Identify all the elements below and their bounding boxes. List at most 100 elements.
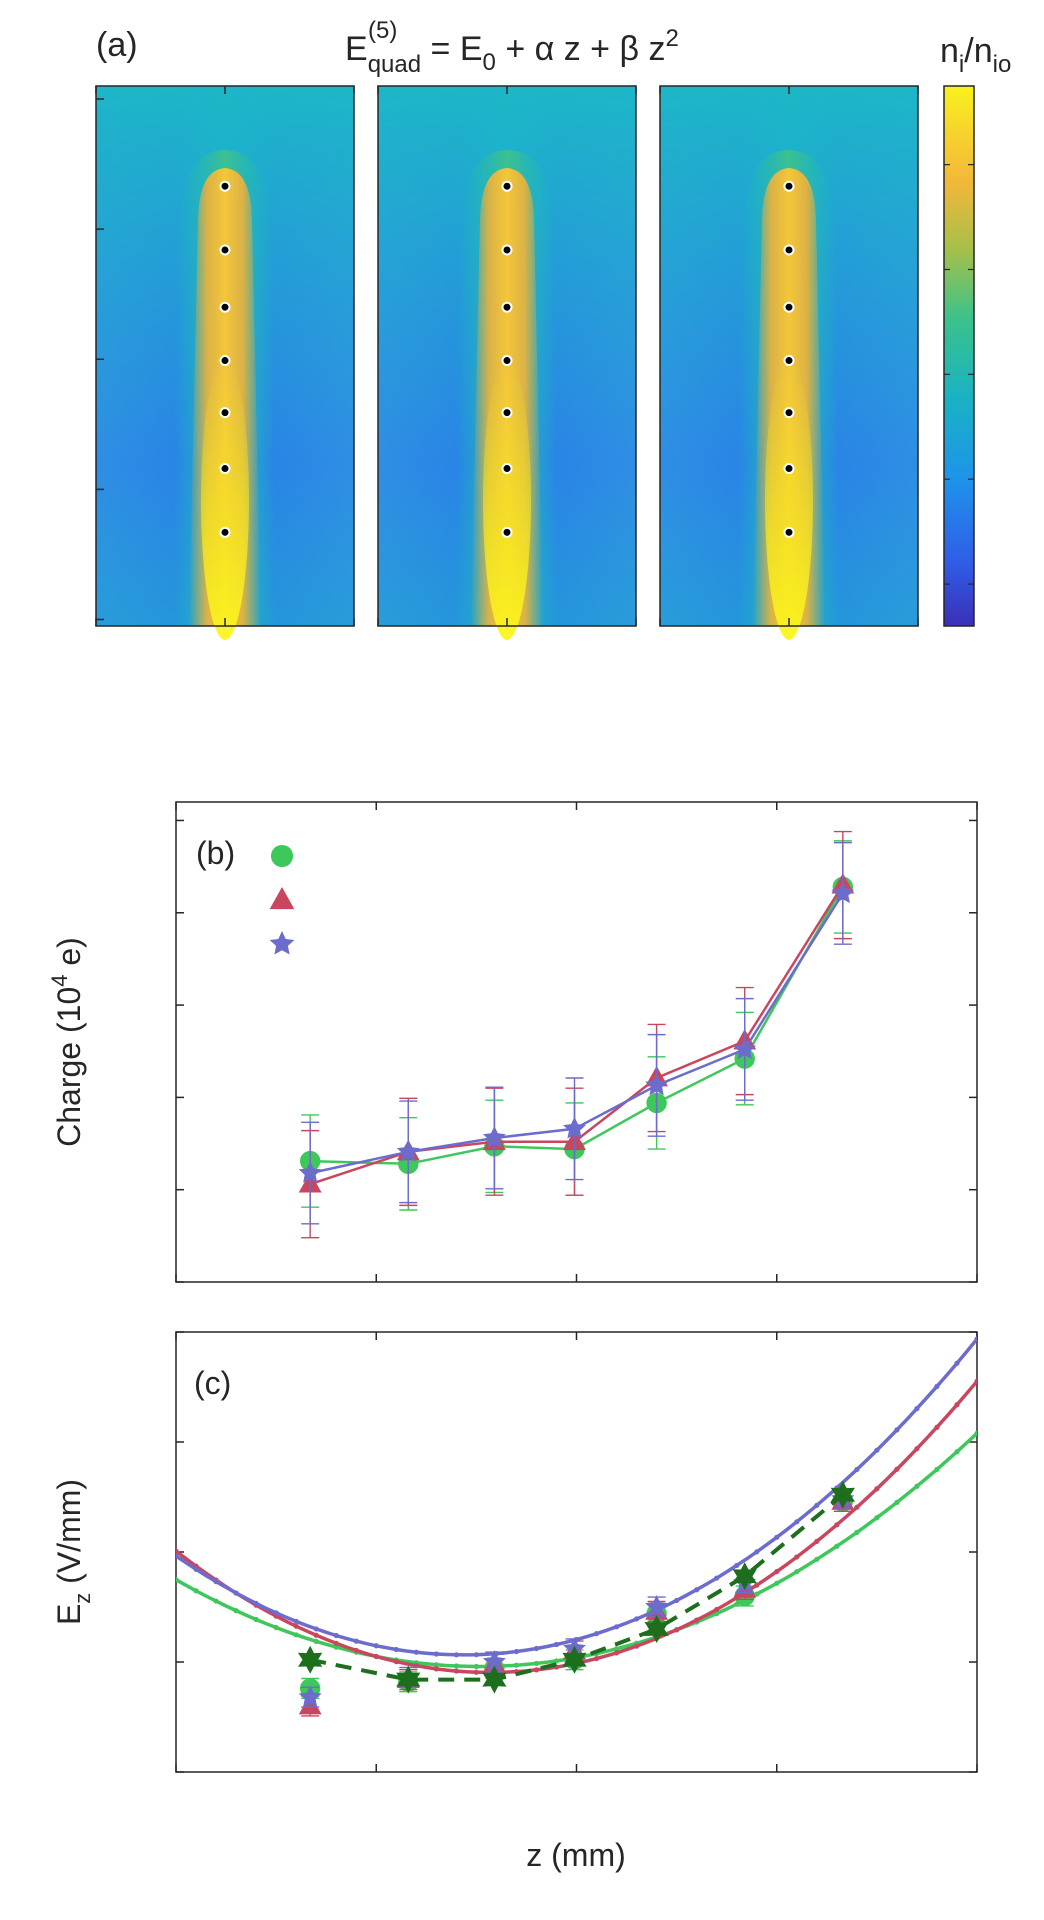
- fit-curve-dot: [593, 1655, 600, 1662]
- fit-curve-dot: [233, 1590, 239, 1596]
- fit-curve-dot: [313, 1632, 319, 1638]
- data-point: [482, 1665, 507, 1694]
- fit-curve-dot: [613, 1650, 620, 1656]
- eq-superscript: (5): [368, 17, 397, 44]
- fit-curve-dot: [894, 1499, 900, 1505]
- data-point: [563, 1116, 586, 1139]
- fit-curve-dot: [694, 1617, 700, 1623]
- b-ylabel-end: e): [51, 937, 87, 974]
- fit-curve-dot: [373, 1653, 379, 1660]
- fit-curve-dot: [954, 1402, 960, 1408]
- fit-curve-dot: [633, 1616, 640, 1622]
- plot-c-frame: [175, 1331, 978, 1773]
- data-point: [830, 1480, 855, 1509]
- fit-curve-dot: [874, 1515, 880, 1521]
- fit-curve-dot: [393, 1646, 399, 1653]
- fit-curve-dot: [914, 1483, 920, 1489]
- measurement-point: [501, 355, 513, 367]
- fit-curve-dot: [794, 1554, 800, 1560]
- cbar-sub1: i: [959, 51, 964, 78]
- cbar-sub2: io: [993, 51, 1012, 78]
- fit-curve-dot: [393, 1659, 399, 1665]
- data-point: [483, 1650, 506, 1672]
- fit-curve-dot: [794, 1569, 800, 1575]
- measurement-point: [783, 407, 795, 419]
- fit-curve-dot: [293, 1623, 299, 1629]
- fit-curve-dot: [874, 1447, 880, 1453]
- fit-curve-dot: [353, 1647, 359, 1653]
- fit-curve-dot: [854, 1466, 860, 1473]
- cbar-mid: /n: [964, 32, 992, 70]
- fit-curve-dot: [754, 1591, 760, 1597]
- fit-curve-dot: [714, 1610, 720, 1617]
- heatmap-panels: [95, 85, 919, 640]
- fit-curve-dot: [754, 1582, 760, 1588]
- eq-rhs-a: = E: [421, 30, 482, 68]
- measurement-point: [783, 526, 795, 538]
- charge-plot: (b) Charge (104 e): [47, 801, 978, 1283]
- fit-curve-dot: [934, 1466, 940, 1472]
- fit-curve-dot: [213, 1579, 219, 1585]
- data-point: [645, 1073, 668, 1096]
- fit-curve-dot: [213, 1598, 219, 1604]
- b-ylabel-sup: 4: [47, 975, 72, 987]
- measurement-point: [783, 244, 795, 256]
- heatmap-column-bright: [765, 360, 813, 640]
- fit-curve-dot: [814, 1502, 820, 1508]
- fit-curve-dot: [533, 1660, 540, 1667]
- eq-sub: quad: [368, 51, 421, 78]
- fit-curve-dot: [176, 1577, 179, 1583]
- measurement-point: [219, 355, 231, 367]
- fit-curve-dot: [914, 1446, 920, 1452]
- equation-title: Equad = E0 + α z + β z2: [345, 25, 679, 78]
- fit-curve-dot: [333, 1644, 339, 1650]
- measurement-point: [219, 244, 231, 256]
- fit-curve-dot: [433, 1666, 439, 1672]
- fit-curve-dot: [533, 1667, 540, 1673]
- fit-curve-dot: [453, 1668, 459, 1674]
- panel-a-label: (a): [96, 26, 138, 64]
- data-point: [396, 1139, 420, 1162]
- plot-c-ticks: [175, 1331, 978, 1773]
- measurement-point: [219, 407, 231, 419]
- fit-curve-dot: [814, 1556, 820, 1562]
- fit-curve-dot: [714, 1606, 720, 1613]
- measurement-point: [219, 463, 231, 475]
- fit-curve-dot: [176, 1548, 179, 1554]
- efield-plot: (c) Ez (V/mm) z (mm): [51, 1331, 978, 1873]
- measurement-point: [783, 180, 795, 192]
- measurement-point: [501, 463, 513, 475]
- fit-curve-dot: [293, 1618, 299, 1624]
- fit-curve-dot: [874, 1486, 880, 1492]
- data-point: [269, 931, 295, 955]
- fit-curve-dot: [674, 1627, 680, 1633]
- fit-curve-dot: [954, 1360, 960, 1366]
- data-point: [644, 1615, 669, 1643]
- fit-curve-dot: [253, 1600, 259, 1607]
- plot-b-legend: [269, 844, 295, 955]
- fit-curve-dot: [433, 1651, 439, 1657]
- panel-b-label: (b): [196, 835, 235, 871]
- panel-c-label: (c): [194, 1365, 231, 1401]
- fit-curve-dot: [373, 1643, 379, 1649]
- data-point: [298, 1685, 322, 1707]
- measurement-point: [219, 301, 231, 313]
- c-ylabel-sub: z: [70, 1593, 95, 1604]
- fit-curve-dot: [834, 1522, 840, 1528]
- cbar-n: n: [940, 32, 959, 70]
- data-point: [396, 1665, 421, 1694]
- fit-curve-dot: [794, 1519, 800, 1525]
- plot-c-series: [176, 1336, 977, 1717]
- fit-curve-dot: [974, 1378, 977, 1384]
- plot-c-ylabel: Ez (V/mm): [51, 1479, 95, 1625]
- data-point: [269, 887, 295, 910]
- fit-curve-dot: [453, 1652, 459, 1658]
- fit-curve-dot: [593, 1631, 600, 1637]
- fit-curve-dot: [894, 1427, 900, 1433]
- eq-rhs-b: + α z + β z: [496, 30, 666, 68]
- measurement-point: [501, 407, 513, 419]
- measurement-point: [783, 301, 795, 313]
- plot-c-xlabel: z (mm): [526, 1837, 626, 1873]
- fit-curve-dot: [313, 1638, 319, 1644]
- fit-curve-dot: [674, 1597, 680, 1604]
